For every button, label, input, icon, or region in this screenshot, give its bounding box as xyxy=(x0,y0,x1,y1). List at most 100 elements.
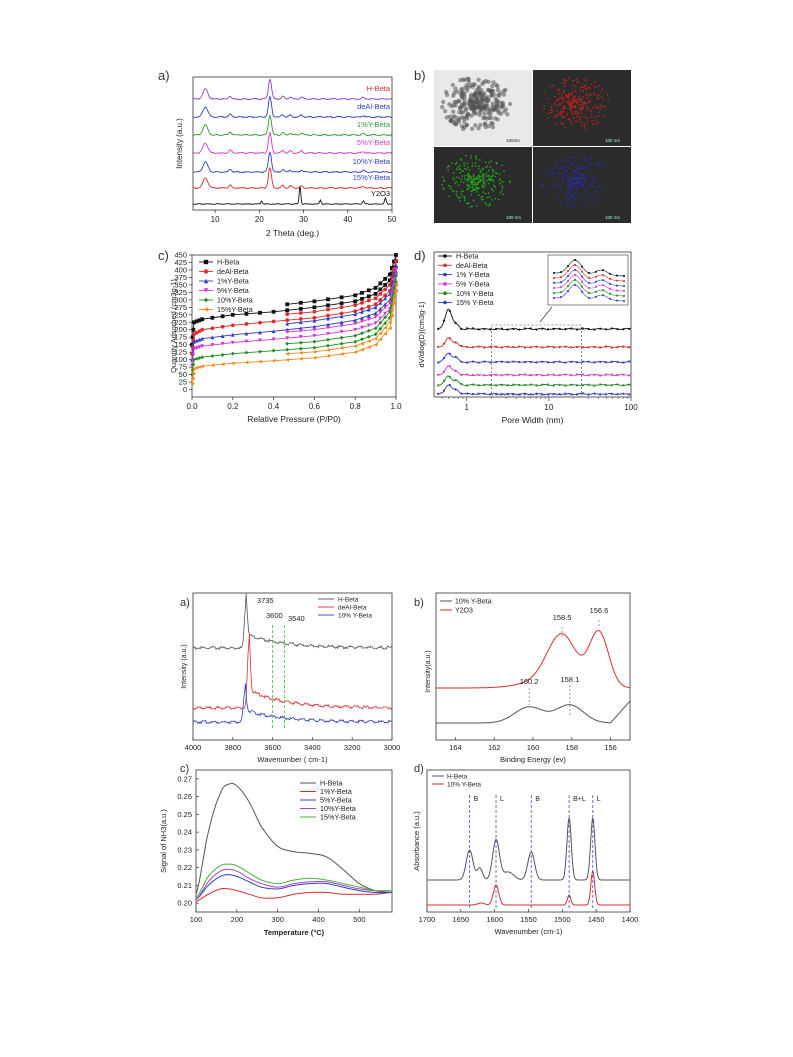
legend-label: deAl-Beta xyxy=(338,604,367,611)
dot xyxy=(463,199,466,202)
dot xyxy=(557,114,560,117)
y-tick-label: 450 xyxy=(174,251,187,260)
psd-point xyxy=(558,346,561,349)
dot xyxy=(485,203,488,206)
inset-point xyxy=(595,280,597,283)
dot xyxy=(586,108,589,110)
isotherm-point xyxy=(298,340,303,345)
y-tick-label: 300 xyxy=(174,295,187,304)
dot xyxy=(599,103,602,106)
dot xyxy=(472,174,475,176)
xps-series-line xyxy=(436,629,631,689)
dot xyxy=(562,96,564,99)
inset-point xyxy=(609,297,611,300)
zoom-arrow xyxy=(539,306,553,323)
psd-point xyxy=(622,373,625,376)
isotherm-point xyxy=(271,337,276,342)
psd-point xyxy=(599,327,602,330)
ftir-oh-plot-frame xyxy=(192,592,393,741)
psd-point xyxy=(552,327,555,330)
dot xyxy=(584,159,586,162)
isotherm-point xyxy=(244,322,249,326)
dot xyxy=(541,184,544,186)
x-tick-label: 164 xyxy=(449,743,462,752)
dot xyxy=(489,202,491,205)
psd-point xyxy=(494,392,498,395)
dot xyxy=(565,114,568,116)
dot xyxy=(483,183,486,186)
isotherm-point xyxy=(366,317,371,322)
isotherm-point xyxy=(194,338,199,343)
psd-point xyxy=(512,374,515,377)
dot xyxy=(560,114,563,117)
dot xyxy=(462,181,465,184)
dot xyxy=(494,107,499,112)
dot xyxy=(455,161,458,164)
dot xyxy=(449,117,454,122)
inset-point xyxy=(616,289,618,292)
psd-point xyxy=(541,374,544,377)
psd-point xyxy=(627,360,631,363)
psd-point xyxy=(610,360,613,363)
dot xyxy=(474,162,477,164)
isotherm-point xyxy=(271,329,276,334)
isotherm-point xyxy=(360,325,364,330)
dot xyxy=(573,177,576,180)
isotherm-point xyxy=(390,307,394,312)
isotherm-point xyxy=(366,334,371,339)
dot xyxy=(476,183,479,186)
dot xyxy=(462,97,467,103)
dot xyxy=(554,116,557,119)
isotherm-point xyxy=(383,305,388,310)
dot xyxy=(459,157,462,160)
dot xyxy=(575,78,578,81)
dot xyxy=(492,189,495,192)
dot xyxy=(585,123,588,126)
inset-point xyxy=(588,277,590,279)
scale-bar-caption: 100 nm xyxy=(506,215,521,220)
dot xyxy=(471,205,473,208)
x-tick-label: 1.0 xyxy=(390,402,402,411)
dot xyxy=(509,180,511,183)
x-tick-label: 162 xyxy=(488,743,501,752)
dot xyxy=(572,113,574,116)
tpd-series-line xyxy=(195,874,392,900)
psd-point xyxy=(570,383,573,386)
dot xyxy=(492,180,495,183)
x-tick-label: 1550 xyxy=(520,915,537,924)
dot xyxy=(480,81,485,87)
isotherm-point xyxy=(383,331,388,336)
dot xyxy=(492,179,494,181)
psd-point xyxy=(512,393,515,396)
dot xyxy=(449,187,452,190)
dot xyxy=(599,166,601,169)
dot xyxy=(577,172,580,175)
band-label: B xyxy=(474,796,479,803)
dot xyxy=(549,171,551,174)
isotherm-point xyxy=(312,355,317,360)
isotherm-point xyxy=(392,301,396,306)
dot xyxy=(561,82,564,84)
dot xyxy=(462,119,467,125)
y-axis-label: Intensity (a.u.) xyxy=(181,644,188,688)
dot xyxy=(543,91,546,94)
dot xyxy=(501,180,504,183)
dot xyxy=(556,199,559,201)
tpd-series-line xyxy=(195,888,393,902)
dot xyxy=(545,178,548,181)
psd-point xyxy=(523,383,527,387)
x-tick-label: 160 xyxy=(527,743,540,752)
dot xyxy=(555,161,557,164)
dot xyxy=(466,162,469,165)
dot xyxy=(457,184,460,187)
isotherm-point xyxy=(366,328,371,333)
psd-point xyxy=(541,393,544,396)
dot xyxy=(475,204,478,207)
isotherm-point xyxy=(387,326,392,331)
legend-label: H-Beta xyxy=(338,596,359,603)
x-tick-label: 10 xyxy=(544,403,553,412)
dot xyxy=(455,176,458,179)
isotherm-point xyxy=(191,327,196,332)
x-tick-label: 1600 xyxy=(486,915,503,924)
isotherm-point xyxy=(360,347,364,352)
